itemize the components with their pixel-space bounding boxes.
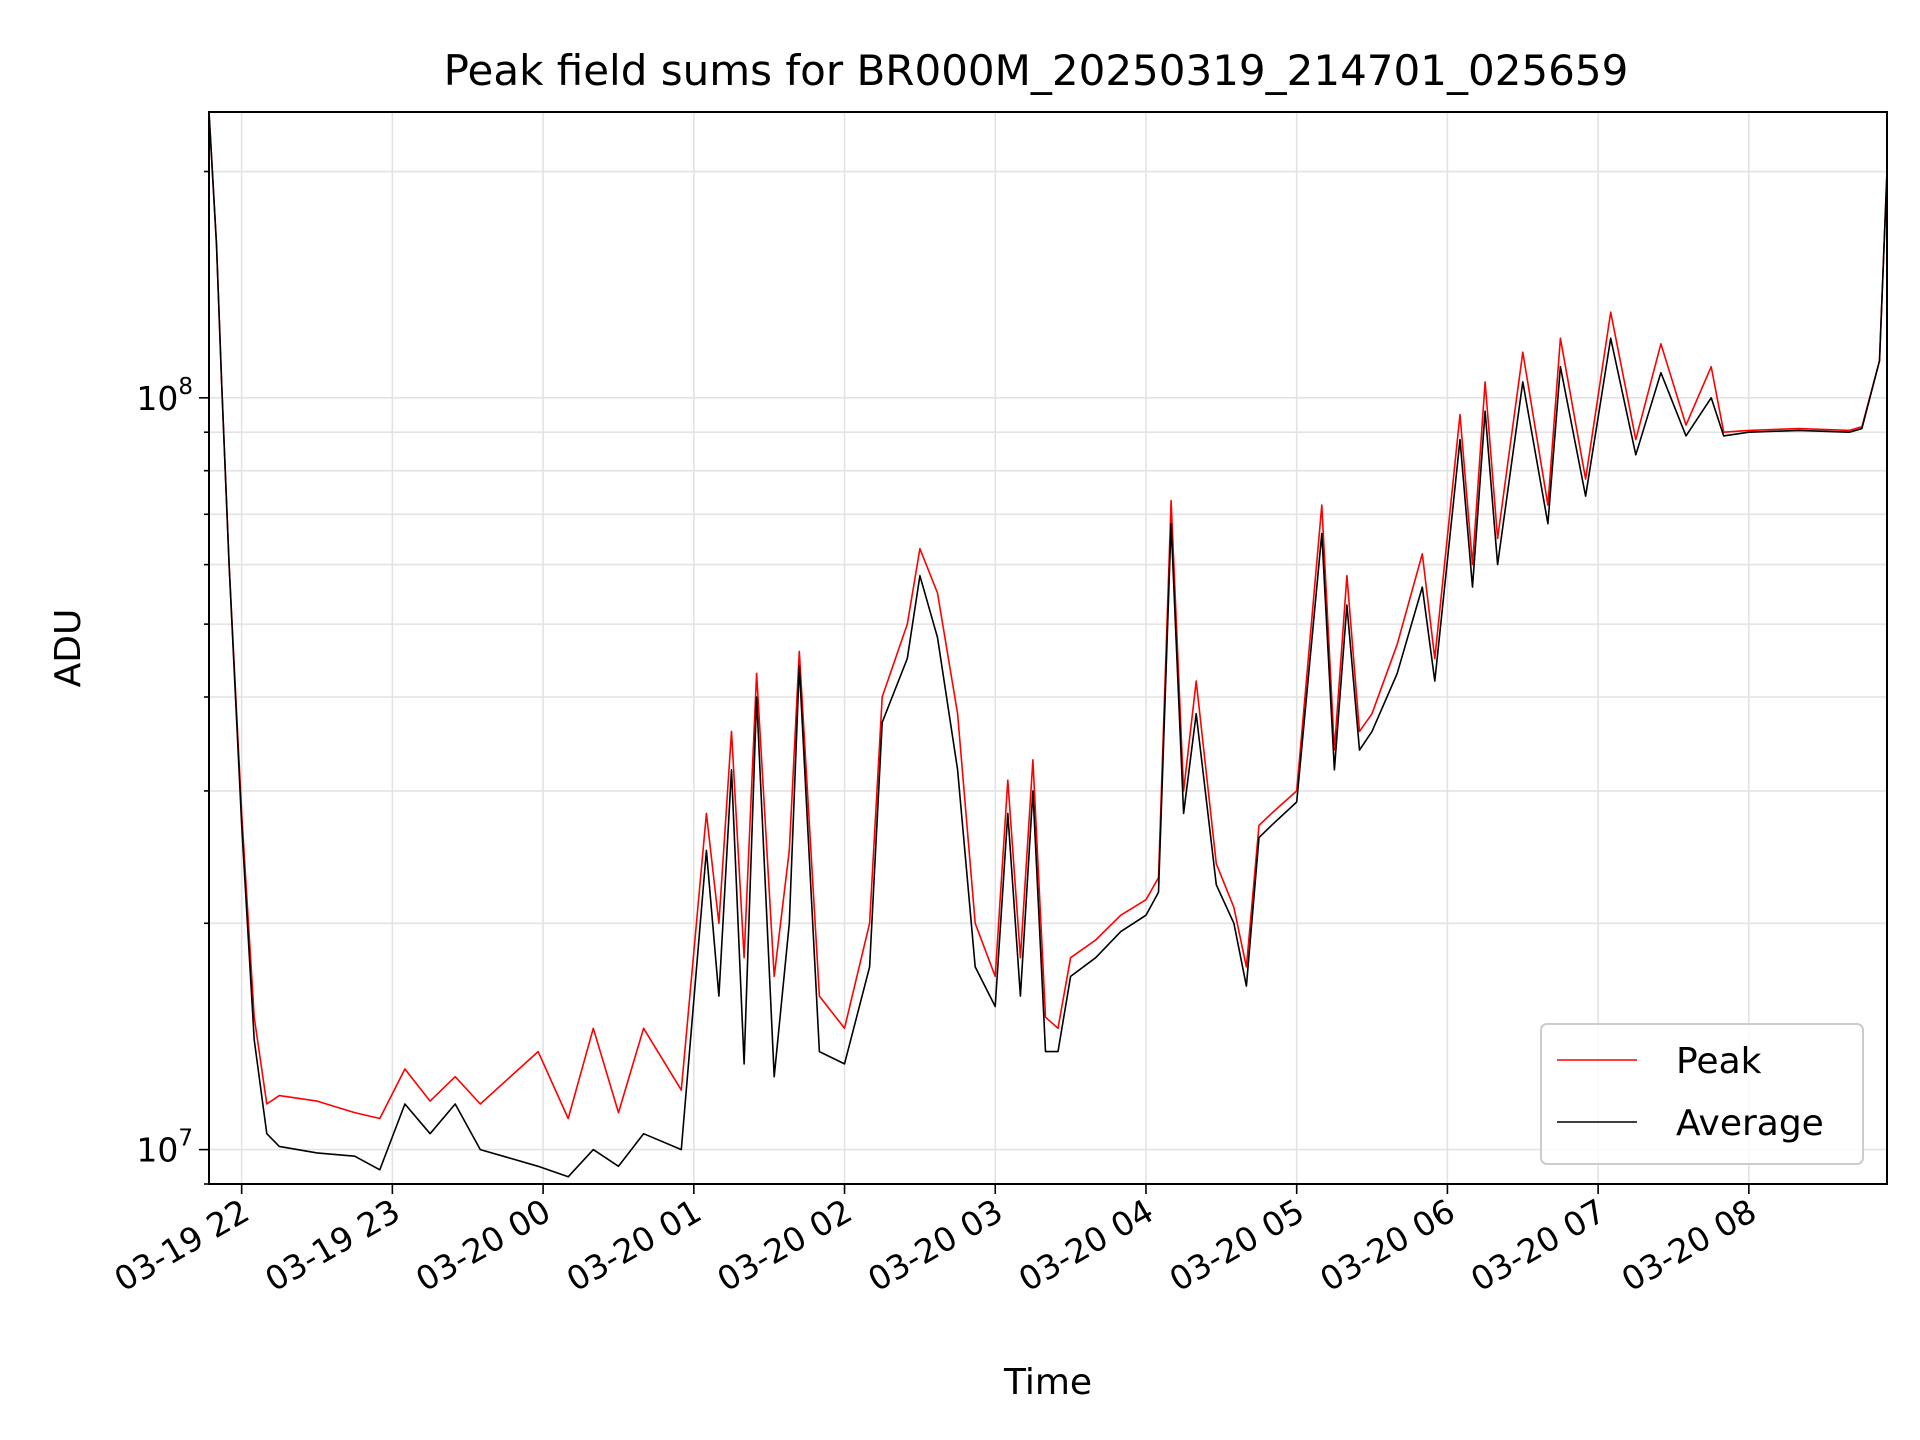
legend: Peak Average (1540, 1023, 1864, 1165)
legend-box (1540, 1023, 1864, 1165)
plot-frame (208, 111, 1888, 1185)
legend-label-average: Average (1676, 1103, 1824, 1144)
y-tick-base: 10 (136, 1131, 178, 1170)
y-tick-exponent: 7 (178, 1126, 193, 1152)
y-tick-exponent: 8 (178, 374, 193, 400)
grid (209, 112, 1887, 1185)
chart-title: Peak field sums for BR000M_20250319_2147… (444, 46, 1629, 95)
y-tick-label: 108 (136, 374, 193, 418)
x-axis-label: Time (1003, 1362, 1092, 1403)
y-axis-label: ADU (48, 609, 89, 688)
series-line-average (209, 112, 1887, 1178)
y-tick-base: 10 (136, 379, 178, 418)
legend-label-peak: Peak (1676, 1041, 1762, 1082)
series-line-peak (209, 112, 1887, 1120)
y-tick-label: 107 (136, 1126, 193, 1170)
series-group (209, 112, 1887, 1178)
